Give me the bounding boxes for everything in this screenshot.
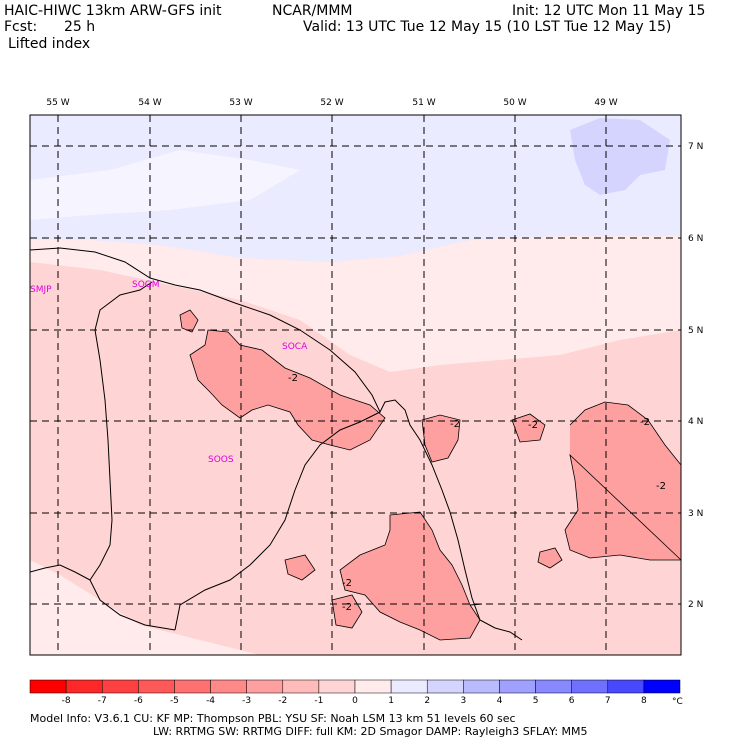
- unstable-spot-3: [285, 555, 315, 580]
- contour-label: -2: [288, 373, 298, 384]
- colorbar-tick-label: 7: [605, 696, 611, 706]
- unstable-region-east: [565, 402, 681, 560]
- field-name: Lifted index: [8, 36, 91, 52]
- forecast-hours: 25 h: [64, 19, 96, 35]
- unstable-spot-4: [422, 415, 460, 462]
- station-soca: SOCA: [282, 342, 308, 352]
- station-smjp: SMJP: [30, 285, 52, 295]
- colorbar-swatch: [101, 679, 139, 694]
- latitude-labels: 7 N 6 N 5 N 4 N 3 N 2 N: [688, 142, 703, 610]
- graticule: [30, 115, 681, 655]
- colorbar-tick-label: -1: [314, 696, 323, 706]
- lon-label: 50 W: [503, 98, 526, 108]
- colorbar-tick-label: -5: [170, 696, 179, 706]
- colorbar-tick-label: -8: [62, 696, 71, 706]
- colorbar-swatch: [174, 679, 211, 694]
- forecast-label: Fcst:: [4, 19, 38, 35]
- colorbar-swatch: [246, 679, 284, 694]
- contour-label: -2: [656, 481, 666, 492]
- colorbar-swatch: [463, 679, 500, 694]
- colorbar-swatch: [318, 679, 356, 694]
- lat-label: 2 N: [688, 600, 703, 610]
- colorbar-tick-labels: -8 -7 -6 -5 -4 -3 -2 -1 0 1 2 3 4 5 6 7 8: [62, 696, 647, 706]
- colorbar-tick-label: 8: [641, 696, 647, 706]
- lat-label: 3 N: [688, 509, 703, 519]
- colorbar-swatch: [499, 679, 536, 694]
- station-soos: SOOS: [208, 455, 234, 465]
- station-sogm: SOGM: [132, 280, 160, 290]
- lon-label: 52 W: [320, 98, 343, 108]
- lat-label: 4 N: [688, 417, 703, 427]
- lat-label: 5 N: [688, 326, 703, 336]
- colorbar-swatch: [535, 679, 572, 694]
- colorbar-swatch: [65, 679, 103, 694]
- lon-label: 53 W: [229, 98, 252, 108]
- stable-band: [30, 115, 681, 262]
- unstable-spot-1: [180, 310, 198, 332]
- colorbar-tick-label: 5: [533, 696, 539, 706]
- colorbar-tick-label: 4: [497, 696, 503, 706]
- model-title: HAIC-HIWC 13km ARW-GFS init: [4, 3, 222, 19]
- map-fill-area: SMJP SOGM SOCA SOOS -2 -2 -2 -2 -2 -2 -2: [30, 115, 681, 655]
- colorbar-tick-label: 6: [569, 696, 575, 706]
- stable-patch-ne: [570, 118, 670, 195]
- lon-label: 54 W: [138, 98, 161, 108]
- contour-label: -2: [342, 578, 352, 589]
- colorbar-swatch: [643, 679, 681, 694]
- lat-label: 6 N: [688, 234, 703, 244]
- unstable-spot-6: [538, 548, 562, 568]
- coastlines-borders: [30, 247, 523, 641]
- colorbar-tick-label: -2: [278, 696, 287, 706]
- unstable-spot-2: [332, 595, 362, 628]
- valid-time: Valid: 13 UTC Tue 12 May 15 (10 LST Tue …: [303, 19, 672, 35]
- lat-label: 7 N: [688, 142, 703, 152]
- organization: NCAR/MMM: [272, 3, 353, 19]
- weak-region-north: [30, 236, 681, 372]
- lon-label: 55 W: [46, 98, 69, 108]
- colorbar-tick-label: 1: [388, 696, 394, 706]
- colorbar-swatch: [29, 679, 67, 694]
- weak-region-southwest: [30, 560, 260, 655]
- unstable-region-south: [340, 512, 480, 640]
- contour-label: -2: [640, 417, 650, 428]
- colorbar-swatch: [210, 679, 247, 694]
- map-frame: [29, 114, 682, 656]
- colorbar: [29, 679, 681, 694]
- colorbar-tick-label: 0: [352, 696, 358, 706]
- colorbar-swatch: [282, 679, 320, 694]
- contour-label: -2: [528, 420, 538, 431]
- contour-lines: [179, 309, 681, 641]
- contour-label: -2: [450, 419, 460, 430]
- model-info-line2: LW: RRTMG SW: RRTMG DIFF: full KM: 2D Sm…: [153, 725, 588, 738]
- colorbar-swatch: [607, 679, 645, 694]
- contour-label: -2: [342, 602, 352, 613]
- colorbar-swatch: [390, 679, 428, 694]
- colorbar-tick-label: 3: [460, 696, 466, 706]
- lon-label: 51 W: [412, 98, 435, 108]
- lon-label: 49 W: [594, 98, 617, 108]
- colorbar-tick-label: 2: [424, 696, 430, 706]
- colorbar-tick-label: -7: [98, 696, 107, 706]
- unstable-region-central: [190, 330, 385, 450]
- model-info-line1: Model Info: V3.6.1 CU: KF MP: Thompson P…: [30, 712, 516, 725]
- colorbar-swatch: [426, 679, 464, 694]
- colorbar-swatch: [571, 679, 609, 694]
- colorbar-unit: °C: [672, 697, 683, 707]
- pale-patch: [30, 150, 300, 220]
- colorbar-swatch: [354, 679, 392, 694]
- colorbar-tick-label: -6: [134, 696, 143, 706]
- colorbar-swatch: [138, 679, 175, 694]
- init-time: Init: 12 UTC Mon 11 May 15: [512, 3, 706, 19]
- colorbar-tick-label: -4: [206, 696, 215, 706]
- colorbar-tick-label: -3: [242, 696, 251, 706]
- longitude-labels: 55 W 54 W 53 W 52 W 51 W 50 W 49 W: [46, 98, 617, 108]
